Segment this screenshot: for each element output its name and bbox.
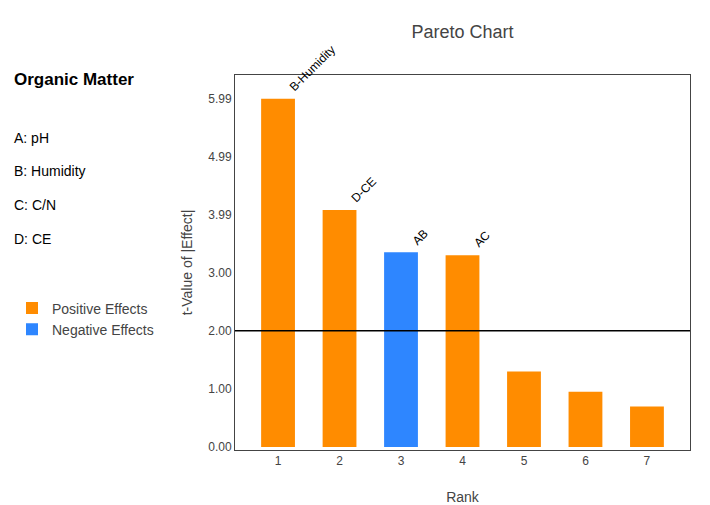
svg-text:1: 1 xyxy=(275,454,282,468)
svg-text:Organic Matter: Organic Matter xyxy=(14,70,134,89)
svg-text:3: 3 xyxy=(398,454,405,468)
svg-text:AC: AC xyxy=(471,228,493,250)
svg-text:B: Humidity: B: Humidity xyxy=(14,163,86,179)
svg-text:Negative Effects: Negative Effects xyxy=(52,322,154,338)
svg-text:Positive Effects: Positive Effects xyxy=(52,301,147,317)
svg-text:4.99: 4.99 xyxy=(208,150,232,164)
svg-text:6: 6 xyxy=(582,454,589,468)
svg-text:Rank: Rank xyxy=(446,489,480,505)
svg-text:Pareto Chart: Pareto Chart xyxy=(411,22,513,42)
svg-text:D: CE: D: CE xyxy=(14,231,51,247)
svg-text:C: C/N: C: C/N xyxy=(14,197,56,213)
svg-text:D-CE: D-CE xyxy=(348,175,379,206)
svg-text:3.00: 3.00 xyxy=(208,266,232,280)
svg-text:7: 7 xyxy=(644,454,651,468)
svg-text:AB: AB xyxy=(410,227,431,248)
svg-text:3.99: 3.99 xyxy=(208,208,232,222)
svg-text:A: pH: A: pH xyxy=(14,130,49,146)
svg-text:t-Value of |Effect|: t-Value of |Effect| xyxy=(179,210,195,316)
svg-text:2.00: 2.00 xyxy=(208,324,232,338)
svg-text:5.99: 5.99 xyxy=(208,92,232,106)
svg-text:4: 4 xyxy=(459,454,466,468)
svg-text:1.00: 1.00 xyxy=(208,382,232,396)
svg-text:2: 2 xyxy=(336,454,343,468)
svg-text:B-Humidity: B-Humidity xyxy=(287,43,338,94)
svg-text:0.00: 0.00 xyxy=(208,440,232,454)
svg-text:5: 5 xyxy=(521,454,528,468)
